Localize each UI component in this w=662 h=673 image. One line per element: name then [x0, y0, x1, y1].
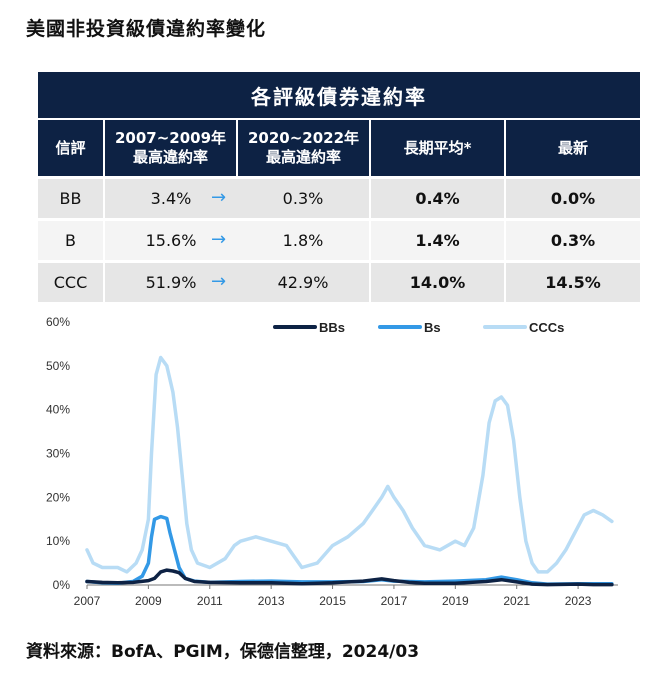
latest-cell: 14.5%: [504, 260, 640, 302]
latest-cell: 0.3%: [504, 218, 640, 262]
table-header-row: 信評 2007~2009年 最高違約率 2020~2022年 最高違約率 長期平均* 最新: [38, 118, 640, 178]
peak-2020-2022-cell: → 1.8%: [211, 218, 370, 262]
right-arrow-icon: →: [211, 229, 227, 250]
peak-2020-2022-value: 1.8%: [282, 231, 324, 250]
legend-label: BBs: [319, 320, 345, 335]
page-title: 美國非投資級債違約率變化: [26, 18, 267, 40]
table-banner: 各評級債券違約率: [38, 72, 640, 118]
long-term-average-cell: 14.0%: [369, 260, 505, 302]
y-tick-label: 20%: [46, 490, 70, 504]
long-term-average-cell: 1.4%: [369, 218, 505, 262]
peak-2007-2009-cell: 51.9%: [103, 260, 237, 302]
table-row: BB 3.4% → 0.3% 0.4% 0.0%: [38, 176, 640, 220]
peak-2020-2022-cell: → 0.3%: [211, 176, 370, 220]
rating-cell: B: [38, 218, 104, 262]
y-tick-label: 50%: [46, 359, 70, 373]
table-row: B 15.6% → 1.8% 1.4% 0.3%: [38, 218, 640, 262]
series-line-bbs: [85, 568, 614, 587]
legend-label: CCCs: [529, 320, 564, 335]
y-tick-label: 30%: [46, 447, 70, 461]
x-tick-label: 2009: [135, 594, 162, 608]
peak-2020-2022-cell: → 42.9%: [211, 260, 370, 302]
rating-cell: BB: [38, 176, 104, 220]
x-tick-label: 2021: [503, 594, 530, 608]
x-tick-label: 2019: [442, 594, 469, 608]
x-tick-label: 2007: [74, 594, 101, 608]
peak-2020-2022-value: 0.3%: [282, 189, 324, 208]
x-tick-label: 2017: [381, 594, 408, 608]
default-rate-chart: 0% 10% 20% 30% 40% 50% 60% 2007 2009 2011 2013 2015…: [46, 315, 618, 608]
y-tick-label: 60%: [46, 315, 70, 329]
default-rate-table: 各評級債券違約率 信評 2007~2009年 最高違約率 2020~2022年 最高違約…: [38, 72, 640, 302]
table-header-cell: 信評: [38, 118, 104, 178]
rating-cell: CCC: [38, 260, 104, 302]
source-note: 資料來源：BofA、PGIM，保德信整理，2024/03: [26, 642, 420, 662]
y-tick-label: 40%: [46, 403, 70, 417]
y-tick-label: 0%: [53, 578, 71, 592]
x-tick-label: 2015: [319, 594, 346, 608]
x-tick-label: 2013: [258, 594, 285, 608]
table-header-cell: 長期平均*: [369, 118, 505, 178]
peak-2007-2009-cell: 15.6%: [103, 218, 237, 262]
x-tick-label: 2011: [197, 594, 223, 608]
rating-table: 信評 2007~2009年 最高違約率 2020~2022年 最高違約率 長期平均* 最新 …: [38, 118, 640, 302]
series-line-bs: [85, 514, 614, 586]
table-header-cell: 2020~2022年 最高違約率: [236, 118, 370, 178]
latest-cell: 0.0%: [504, 176, 640, 220]
peak-2007-2009-cell: 3.4%: [103, 176, 237, 220]
right-arrow-icon: →: [211, 187, 227, 208]
y-tick-label: 10%: [46, 534, 70, 548]
x-tick-label: 2023: [565, 594, 592, 608]
series-line-cccs: [85, 355, 614, 574]
peak-2020-2022-value: 42.9%: [277, 273, 329, 292]
table-header-cell: 最新: [504, 118, 640, 178]
table-header-cell: 2007~2009年 最高違約率: [103, 118, 237, 178]
right-arrow-icon: →: [211, 271, 227, 292]
table-row: CCC 51.9% → 42.9% 14.0% 14.5%: [38, 260, 640, 302]
legend-label: Bs: [424, 320, 441, 335]
long-term-average-cell: 0.4%: [369, 176, 505, 220]
